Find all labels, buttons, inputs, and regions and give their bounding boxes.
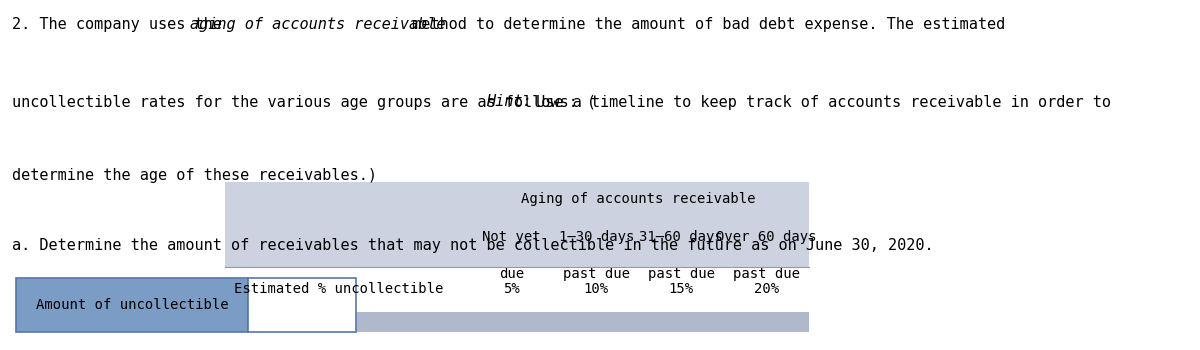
Text: 1–30 days: 1–30 days	[558, 230, 634, 244]
Text: determine the age of these receivables.): determine the age of these receivables.)	[12, 168, 377, 183]
Text: Use a timeline to keep track of accounts receivable in order to: Use a timeline to keep track of accounts…	[527, 94, 1111, 110]
Text: Not yet: Not yet	[482, 230, 541, 244]
Text: past due: past due	[563, 267, 630, 281]
Text: a. Determine the amount of receivables that may not be collectible in the future: a. Determine the amount of receivables t…	[12, 238, 934, 253]
Text: Aging of accounts receivable: Aging of accounts receivable	[522, 192, 756, 206]
Text: Amount of uncollectible: Amount of uncollectible	[36, 298, 228, 312]
Text: 5%: 5%	[503, 282, 520, 296]
Text: Over 60 days: Over 60 days	[716, 230, 816, 244]
Text: 31–60 days: 31–60 days	[640, 230, 724, 244]
FancyBboxPatch shape	[224, 312, 809, 332]
Text: due: due	[499, 267, 524, 281]
Text: past due: past due	[732, 267, 799, 281]
Text: Estimated % uncollectible: Estimated % uncollectible	[234, 282, 444, 296]
Text: Hint:: Hint:	[486, 94, 532, 110]
Text: aging of accounts receivable: aging of accounts receivable	[190, 18, 445, 33]
FancyBboxPatch shape	[248, 278, 355, 332]
FancyBboxPatch shape	[16, 278, 248, 332]
Text: method to determine the amount of bad debt expense. The estimated: method to determine the amount of bad de…	[403, 18, 1006, 33]
Text: 15%: 15%	[668, 282, 694, 296]
Text: uncollectible rates for the various age groups are as follows: (: uncollectible rates for the various age …	[12, 94, 596, 110]
Text: past due: past due	[648, 267, 715, 281]
Text: 20%: 20%	[754, 282, 779, 296]
Text: 2. The company uses the: 2. The company uses the	[12, 18, 230, 33]
Text: 10%: 10%	[583, 282, 608, 296]
FancyBboxPatch shape	[224, 182, 809, 332]
FancyBboxPatch shape	[224, 267, 809, 312]
